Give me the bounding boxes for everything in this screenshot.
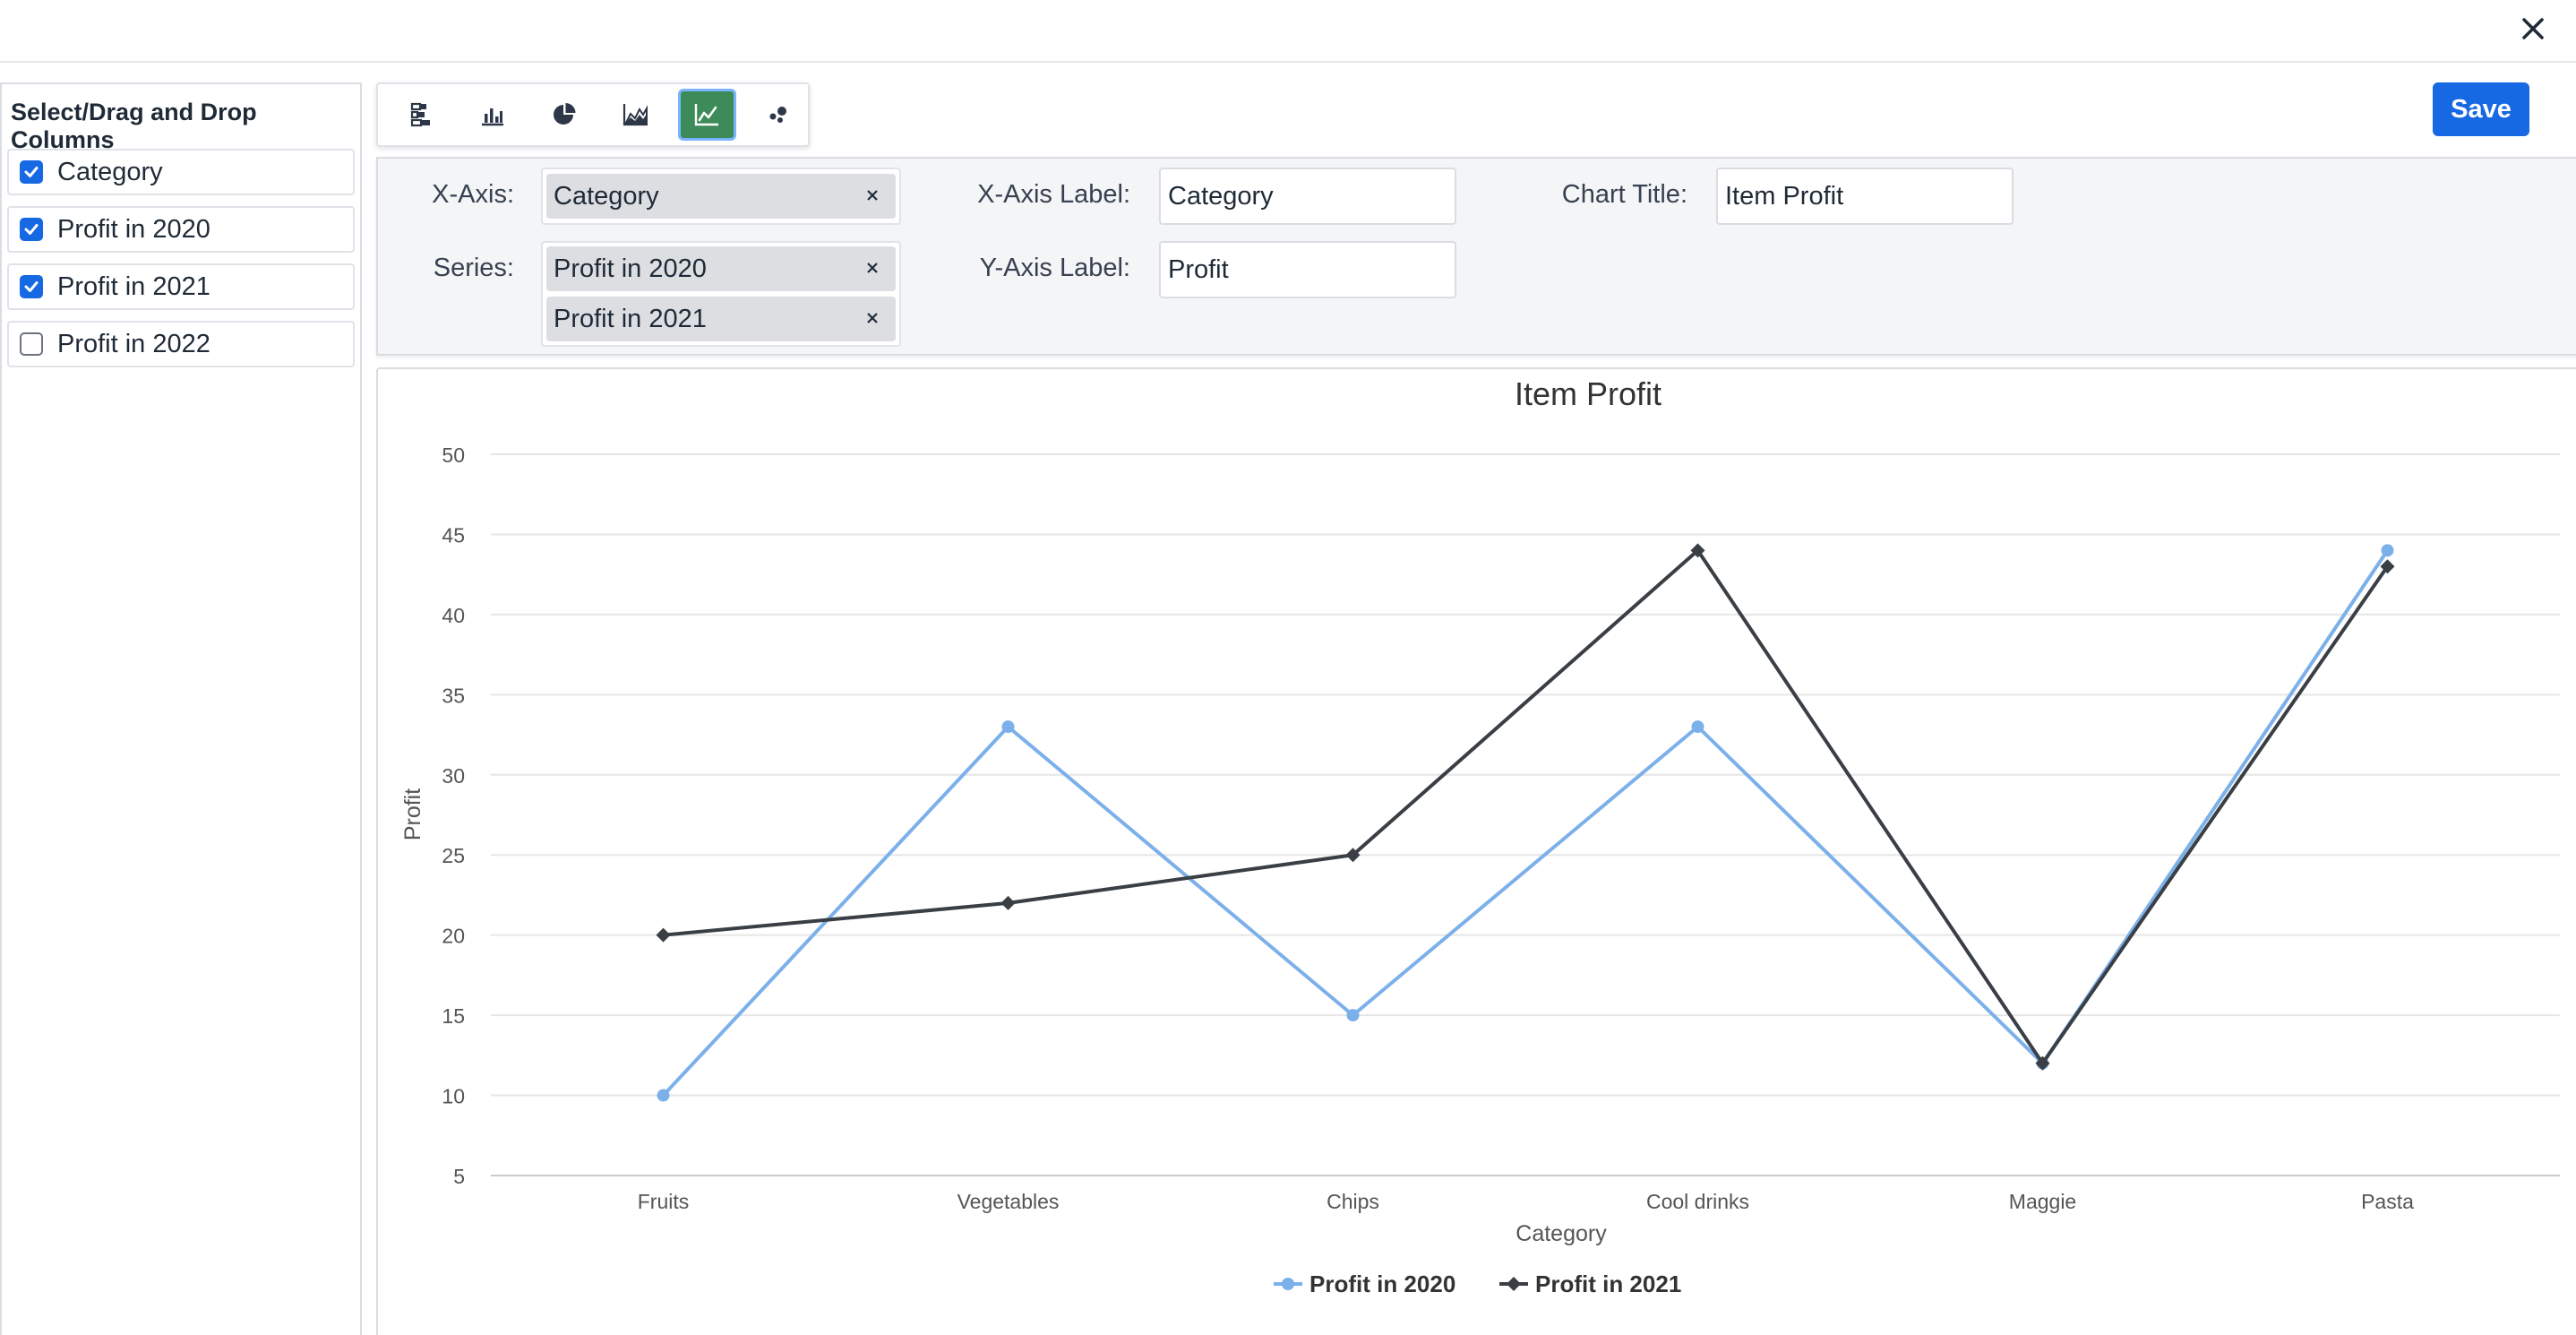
data-point <box>1691 720 1704 734</box>
data-point <box>1690 543 1705 558</box>
pie-chart-icon <box>554 103 576 125</box>
x-axis-title: Category <box>1516 1221 1607 1246</box>
data-point <box>1346 1009 1360 1022</box>
series-tag: Profit in 2020 <box>546 246 896 291</box>
line-chart-button[interactable] <box>677 89 737 141</box>
chart-type-toolbar <box>376 82 810 147</box>
stacked-bar-icon <box>410 102 430 127</box>
y-axis-title: Profit <box>400 788 425 840</box>
y-tick-label: 45 <box>442 523 465 547</box>
data-point <box>1000 895 1016 910</box>
columns-panel: Select/Drag and Drop Columns Category Pr… <box>0 82 362 1335</box>
data-point <box>1001 720 1015 734</box>
bar-chart-button[interactable] <box>464 89 523 141</box>
data-point <box>656 927 671 943</box>
close-button[interactable] <box>2510 5 2556 52</box>
data-point <box>2381 544 2394 557</box>
column-checkbox[interactable] <box>20 332 43 356</box>
column-checkbox[interactable] <box>20 218 43 241</box>
y-tick-label: 20 <box>442 925 465 948</box>
close-icon <box>867 190 878 201</box>
x-axis-select[interactable]: Category <box>541 168 901 225</box>
bar-chart-icon <box>482 108 504 126</box>
line-chart: Item Profit 5 10 15 20 25 30 35 40 45 50 Fruits Vege… <box>400 375 2560 1297</box>
x-tick-label: Vegetables <box>957 1190 1060 1213</box>
chart-config-panel: X-Axis: Category Series: Profit in 2020 … <box>376 157 2576 356</box>
columns-panel-title: Select/Drag and Drop Columns <box>11 99 257 153</box>
x-tick-label: Pasta <box>2361 1190 2414 1213</box>
check-icon <box>24 167 39 177</box>
x-axis-field-label: X-Axis: <box>432 180 514 209</box>
series-tag: Profit in 2021 <box>546 297 896 341</box>
x-axis-title-input[interactable] <box>1159 168 1456 225</box>
column-label: Category <box>57 157 163 186</box>
column-checkbox[interactable] <box>20 160 43 184</box>
x-axis-tag-label: Category <box>554 181 659 211</box>
column-label: Profit in 2021 <box>57 271 210 301</box>
series-tag-label: Profit in 2020 <box>554 254 707 283</box>
close-icon <box>867 263 878 273</box>
y-tick-label: 5 <box>453 1165 465 1188</box>
area-chart-icon <box>623 104 648 126</box>
y-tick-label: 50 <box>442 444 465 467</box>
area-chart-button[interactable] <box>606 89 665 141</box>
x-axis-tag: Category <box>546 174 896 219</box>
scatter-chart-button[interactable] <box>749 89 808 141</box>
x-axis-title-label: X-Axis Label: <box>977 180 1130 209</box>
stacked-bar-chart-button[interactable] <box>392 89 451 141</box>
close-icon <box>2522 18 2544 39</box>
chart-title-input[interactable] <box>1716 168 2014 225</box>
legend-marker <box>1507 1277 1521 1291</box>
pie-chart-button[interactable] <box>535 89 594 141</box>
column-item-profit-2020[interactable]: Profit in 2020 <box>7 206 355 253</box>
y-axis-title-input[interactable] <box>1159 241 1456 298</box>
data-point <box>2035 1055 2050 1071</box>
y-tick-label: 40 <box>442 604 465 627</box>
legend-label: Profit in 2021 <box>1535 1270 1681 1297</box>
series-field-label: Series: <box>433 254 514 282</box>
y-tick-label: 30 <box>442 764 465 788</box>
data-point <box>657 1089 670 1102</box>
remove-x-axis-button[interactable] <box>862 185 883 206</box>
y-tick-label: 15 <box>442 1004 465 1028</box>
y-tick-label: 35 <box>442 684 465 707</box>
series-select[interactable]: Profit in 2020 Profit in 2021 <box>541 241 901 347</box>
column-label: Profit in 2020 <box>57 214 210 244</box>
y-tick-label: 25 <box>442 844 465 867</box>
y-tick-label: 10 <box>442 1085 465 1108</box>
legend-marker <box>1282 1278 1294 1290</box>
column-item-category[interactable]: Category <box>7 149 355 195</box>
column-item-profit-2022[interactable]: Profit in 2022 <box>7 321 355 367</box>
column-checkbox[interactable] <box>20 275 43 298</box>
column-item-profit-2021[interactable]: Profit in 2021 <box>7 263 355 310</box>
save-button[interactable]: Save <box>2433 82 2529 136</box>
line-chart-icon <box>695 104 719 126</box>
chart-title: Item Profit <box>1515 375 1662 412</box>
x-tick-label: Chips <box>1327 1190 1379 1213</box>
modal-header <box>0 0 2576 63</box>
x-tick-label: Fruits <box>638 1190 690 1213</box>
remove-series-button[interactable] <box>862 257 883 279</box>
column-label: Profit in 2022 <box>57 329 210 358</box>
chart-title-label: Chart Title: <box>1561 180 1687 209</box>
chart-preview: Item Profit 5 10 15 20 25 30 35 40 45 50 Fruits Vege… <box>376 367 2576 1335</box>
x-tick-label: Cool drinks <box>1646 1190 1749 1213</box>
series-line-1 <box>662 549 2390 1097</box>
series-tag-label: Profit in 2021 <box>554 304 707 333</box>
data-point <box>2380 559 2395 574</box>
series-line-2 <box>663 548 2390 1065</box>
check-icon <box>24 281 39 292</box>
y-axis-title-label: Y-Axis Label: <box>979 254 1130 282</box>
data-point <box>1345 848 1361 863</box>
close-icon <box>867 313 878 323</box>
x-tick-label: Maggie <box>2009 1190 2076 1213</box>
check-icon <box>24 224 39 235</box>
scatter-chart-icon <box>769 107 787 123</box>
remove-series-button[interactable] <box>862 307 883 329</box>
legend-label: Profit in 2020 <box>1309 1270 1455 1297</box>
